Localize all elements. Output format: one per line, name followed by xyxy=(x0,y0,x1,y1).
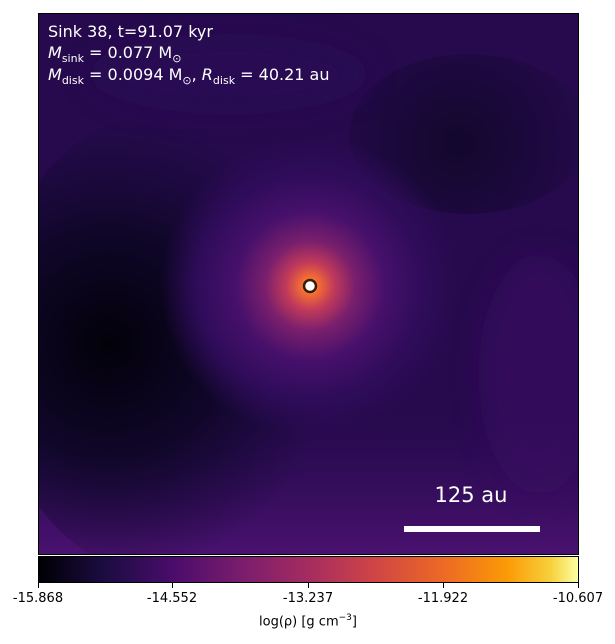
sink-title: Sink 38, t=91.07 kyr xyxy=(48,22,213,41)
colorbar-tick xyxy=(308,583,309,588)
density-map-panel: Sink 38, t=91.07 kyr Msink = 0.077 M⊙ Md… xyxy=(38,13,579,555)
colorbar-label: log(ρ) [g cm−3] xyxy=(259,613,357,630)
density-map xyxy=(39,14,578,554)
sink-mass: Msink = 0.077 M⊙ xyxy=(48,43,182,66)
colorbar-tick xyxy=(38,583,39,588)
colorbar-tick xyxy=(443,583,444,588)
colorbar xyxy=(38,556,579,583)
colorbar-tick xyxy=(172,583,173,588)
disk-properties: Mdisk = 0.0094 M⊙, Rdisk = 40.21 au xyxy=(48,65,330,88)
scale-bar-label: 125 au xyxy=(434,483,508,507)
colorbar-tick-label: -13.237 xyxy=(282,591,334,606)
colorbar-tick-label: -14.552 xyxy=(146,591,198,606)
sink-marker xyxy=(302,278,318,294)
scale-bar xyxy=(404,526,540,532)
colorbar-tick-label: -10.607 xyxy=(552,591,604,606)
colorbar-tick-label: -11.922 xyxy=(417,591,469,606)
colorbar-tick-label: -15.868 xyxy=(12,591,64,606)
colorbar-tick xyxy=(578,583,579,588)
